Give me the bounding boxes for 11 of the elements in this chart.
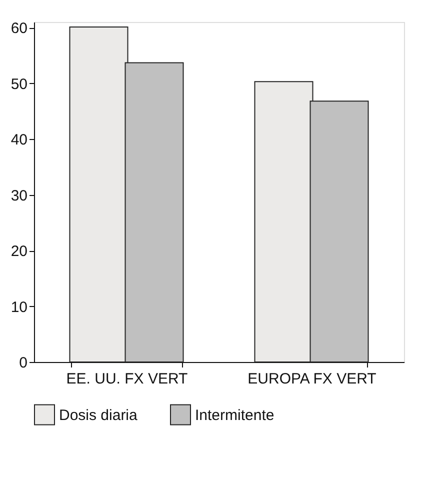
y-tick-label: 30 [10, 187, 28, 204]
y-tick-label: 0 [19, 354, 28, 372]
x-tick-label: EE. UU. FX VERT [66, 370, 188, 388]
legend-label: Intermitente [195, 406, 274, 424]
y-tick-label: 10 [10, 298, 28, 316]
y-tick-label: 60 [10, 20, 28, 38]
y-tick-label: 50 [10, 76, 28, 93]
x-tick-label: EUROPA FX VERT [248, 370, 376, 388]
legend-label: Dosis diaria [59, 406, 138, 424]
y-tick-label: 40 [10, 132, 28, 149]
y-tick-label: 20 [10, 243, 28, 260]
